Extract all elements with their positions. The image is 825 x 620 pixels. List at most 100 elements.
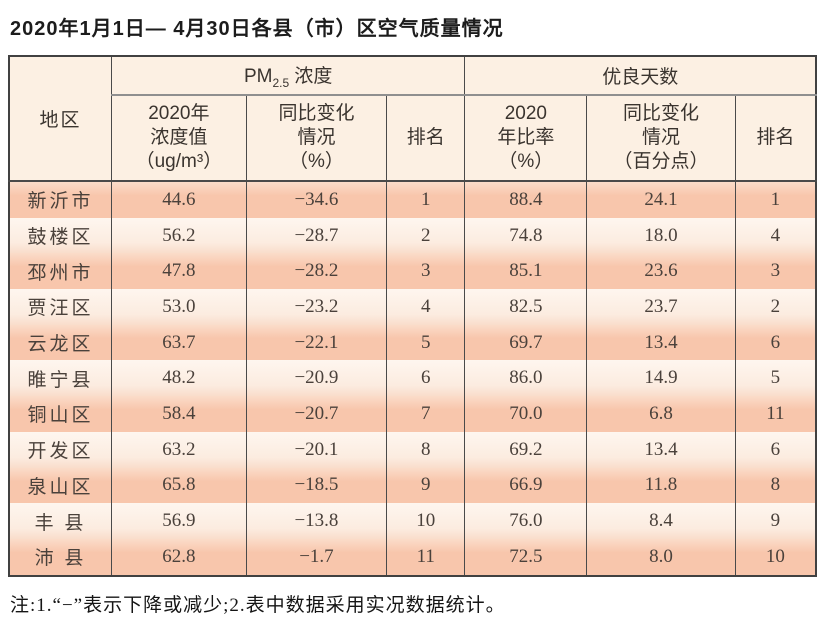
- days-rank-cell: 9: [734, 503, 817, 539]
- pm-change-cell: −34.6: [245, 181, 388, 218]
- days-change-cell: 13.4: [586, 324, 736, 361]
- region-cell: 泉山区: [8, 467, 112, 504]
- pm-value-cell: 62.8: [110, 538, 247, 576]
- region-cell: 邳州市: [8, 253, 112, 290]
- col-header-days-change: 同比变化 情况 （百分点）: [586, 95, 736, 182]
- table-row: 睢宁县 48.2 −20.9 6 86.0 14.9 5: [8, 360, 817, 397]
- days-rate-cell: 69.7: [464, 324, 588, 361]
- pm-change-cell: −20.7: [245, 396, 388, 432]
- pm-rank-cell: 10: [386, 503, 466, 539]
- region-cell: 鼓楼区: [8, 217, 112, 254]
- days-change-cell: 18.0: [586, 217, 736, 254]
- pm25-prefix: PM: [243, 66, 273, 88]
- days-rank-cell: 2: [734, 289, 817, 325]
- days-rank-cell: 4: [734, 217, 817, 254]
- days-rate-cell: 66.9: [464, 467, 588, 504]
- col-header-days-rank: 排名: [734, 95, 817, 182]
- days-change-cell: 14.9: [586, 360, 736, 397]
- days-rank-cell: 3: [734, 253, 817, 290]
- pm-value-cell: 56.2: [110, 217, 247, 254]
- pm-rank-cell: 7: [386, 396, 466, 432]
- days-rate-cell: 85.1: [464, 253, 588, 290]
- pm-value-cell: 65.8: [110, 467, 247, 504]
- table-row: 铜山区 58.4 −20.7 7 70.0 6.8 11: [8, 396, 817, 432]
- footnote: 注:1.“−”表示下降或减少;2.表中数据采用实况数据统计。: [10, 594, 506, 616]
- pm-value-cell: 44.6: [110, 181, 247, 218]
- table-row: 新沂市 44.6 −34.6 1 88.4 24.1 1: [8, 181, 817, 218]
- col-header-region: 地区: [8, 56, 112, 182]
- pm-change-cell: −20.1: [245, 431, 388, 468]
- region-cell: 睢宁县: [8, 360, 112, 397]
- pm-change-cell: −28.2: [245, 253, 388, 290]
- region-cell: 沛 县: [8, 538, 112, 576]
- days-rate-cell: 86.0: [464, 360, 588, 397]
- days-change-cell: 8.4: [586, 503, 736, 539]
- table-row: 鼓楼区 56.2 −28.7 2 74.8 18.0 4: [8, 217, 817, 254]
- col-group-good-days: 优良天数: [464, 56, 817, 96]
- pm-rank-cell: 5: [386, 324, 466, 361]
- pm-rank-cell: 4: [386, 289, 466, 325]
- air-quality-table: 地区 PM2.5 浓度 优良天数 2020年 浓度值 （ug/m³） 同比变化 …: [8, 55, 817, 577]
- days-rate-cell: 76.0: [464, 503, 588, 539]
- region-cell: 丰 县: [8, 503, 112, 539]
- col-header-days-rate: 2020 年比率 （%）: [464, 95, 588, 182]
- pm-rank-cell: 6: [386, 360, 466, 397]
- pm-value-cell: 47.8: [110, 253, 247, 290]
- days-rank-cell: 6: [734, 324, 817, 361]
- table-row: 贾汪区 53.0 −23.2 4 82.5 23.7 2: [8, 289, 817, 325]
- pm-value-cell: 56.9: [110, 503, 247, 539]
- days-change-cell: 6.8: [586, 396, 736, 432]
- pm-change-cell: −18.5: [245, 467, 388, 504]
- col-header-pm-rank: 排名: [386, 95, 466, 182]
- days-rank-cell: 10: [734, 538, 817, 576]
- region-cell: 铜山区: [8, 396, 112, 432]
- table-row: 邳州市 47.8 −28.2 3 85.1 23.6 3: [8, 253, 817, 290]
- pm-change-cell: −28.7: [245, 217, 388, 254]
- table-header: 地区 PM2.5 浓度 优良天数 2020年 浓度值 （ug/m³） 同比变化 …: [8, 56, 817, 182]
- page-title: 2020年1月1日— 4月30日各县（市）区空气质量情况: [10, 18, 504, 40]
- pm-change-cell: −22.1: [245, 324, 388, 361]
- days-rank-cell: 5: [734, 360, 817, 397]
- table-row: 沛 县 62.8 −1.7 11 72.5 8.0 10: [8, 538, 817, 576]
- pm-value-cell: 58.4: [110, 396, 247, 432]
- col-header-pm-value: 2020年 浓度值 （ug/m³）: [110, 95, 247, 182]
- days-change-cell: 23.7: [586, 289, 736, 325]
- days-change-cell: 11.8: [586, 467, 736, 504]
- table-row: 云龙区 63.7 −22.1 5 69.7 13.4 6: [8, 324, 817, 361]
- pm-rank-cell: 9: [386, 467, 466, 504]
- days-rank-cell: 11: [734, 396, 817, 432]
- region-cell: 新沂市: [8, 181, 112, 218]
- region-cell: 贾汪区: [8, 289, 112, 325]
- pm-value-cell: 63.2: [110, 431, 247, 468]
- region-cell: 开发区: [8, 431, 112, 468]
- days-rank-cell: 8: [734, 467, 817, 504]
- pm-value-cell: 53.0: [110, 289, 247, 325]
- pm-change-cell: −23.2: [245, 289, 388, 325]
- pm-change-cell: −13.8: [245, 503, 388, 539]
- header-sub-row: 2020年 浓度值 （ug/m³） 同比变化 情况 （%） 排名 2020 年比…: [9, 95, 817, 182]
- pm-change-cell: −20.9: [245, 360, 388, 397]
- header-group-row: 地区 PM2.5 浓度 优良天数: [8, 56, 817, 182]
- days-rate-cell: 69.2: [464, 431, 588, 468]
- days-rate-cell: 88.4: [464, 181, 588, 218]
- days-rate-cell: 70.0: [464, 396, 588, 432]
- col-group-pm25: PM2.5 浓度: [110, 56, 466, 96]
- days-rate-cell: 74.8: [464, 217, 588, 254]
- days-change-cell: 24.1: [586, 181, 736, 218]
- days-change-cell: 8.0: [586, 538, 736, 576]
- pm-rank-cell: 3: [386, 253, 466, 290]
- pm-rank-cell: 2: [386, 217, 466, 254]
- table-row: 丰 县 56.9 −13.8 10 76.0 8.4 9: [8, 503, 817, 539]
- region-cell: 云龙区: [8, 324, 112, 361]
- table-body: 新沂市 44.6 −34.6 1 88.4 24.1 1 鼓楼区 56.2 −28.7 2 74.8 1…: [8, 181, 817, 576]
- days-change-cell: 23.6: [586, 253, 736, 290]
- pm-rank-cell: 11: [386, 538, 466, 576]
- pm-value-cell: 63.7: [110, 324, 247, 361]
- table-row: 开发区 63.2 −20.1 8 69.2 13.4 6: [8, 431, 817, 468]
- pm25-subscript: 2.5: [272, 75, 290, 90]
- days-change-cell: 13.4: [586, 431, 736, 468]
- days-rate-cell: 72.5: [464, 538, 588, 576]
- col-header-pm-change: 同比变化 情况 （%）: [245, 95, 388, 182]
- days-rank-cell: 1: [734, 181, 817, 218]
